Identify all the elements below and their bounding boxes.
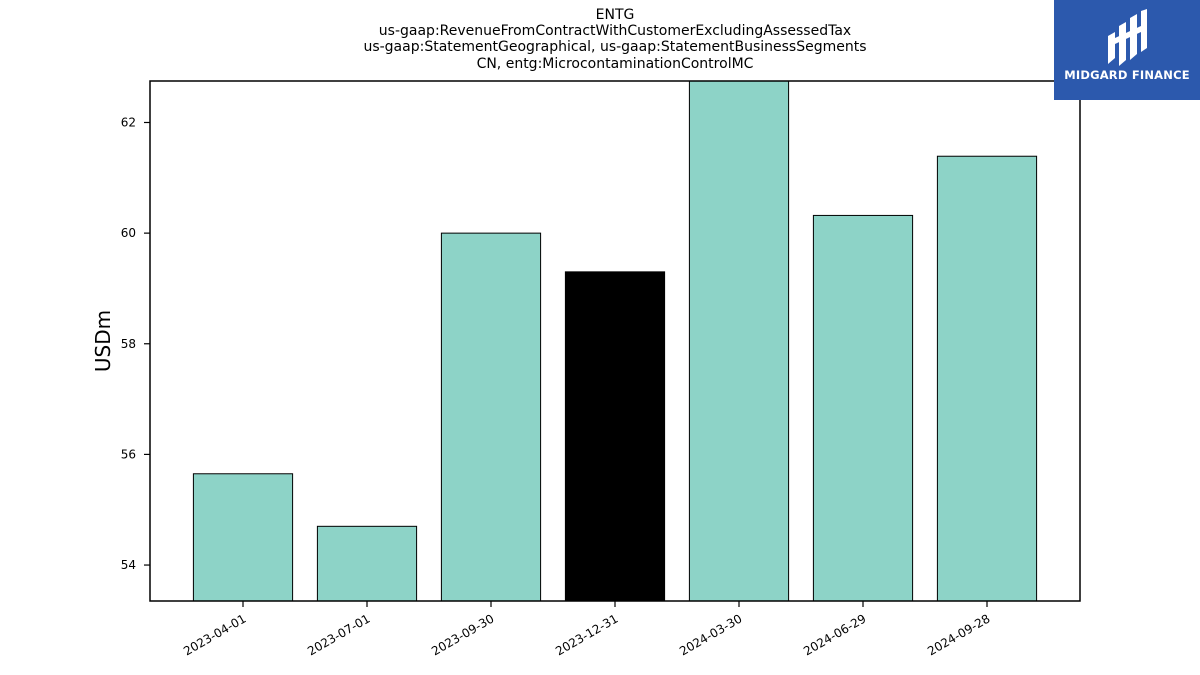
x-tick-label-2023-04-01: 2023-04-01: [181, 611, 248, 658]
y-axis-label: USDm: [91, 310, 115, 372]
y-tick-label-62: 62: [121, 115, 136, 129]
midgard-m-logo-icon: [1108, 9, 1147, 66]
x-tick-label-2023-09-30: 2023-09-30: [429, 611, 496, 658]
bar-2023-04-01: [192, 473, 294, 602]
x-tick-label-2024-06-29: 2024-06-29: [801, 611, 868, 658]
bar-2024-09-28: [936, 155, 1038, 602]
x-tick-label-2023-07-01: 2023-07-01: [305, 611, 372, 658]
y-tick-label-54: 54: [121, 558, 136, 572]
x-tick-label-2023-12-31: 2023-12-31: [553, 611, 620, 658]
midgard-finance-logo: MIDGARD FINANCE: [1054, 0, 1200, 100]
bar-2024-03-30: [688, 80, 790, 602]
chart-title-line-2: us-gaap:RevenueFromContractWithCustomerE…: [378, 23, 852, 39]
y-tick-label-58: 58: [121, 337, 136, 351]
y-tick-label-56: 56: [121, 447, 136, 461]
chart-title-line-3: us-gaap:StatementGeographical, us-gaap:S…: [363, 39, 867, 55]
logo-text: MIDGARD FINANCE: [1064, 68, 1190, 82]
bar-2023-12-31: [564, 271, 666, 602]
x-tick-label-2024-09-28: 2024-09-28: [925, 611, 992, 658]
y-tick-label-60: 60: [121, 226, 136, 240]
chart-title-line-1: ENTG: [595, 7, 635, 23]
x-tick-label-2024-03-30: 2024-03-30: [677, 611, 744, 658]
bar-2024-06-29: [812, 214, 914, 602]
bar-2023-09-30: [440, 232, 542, 602]
bar-2023-07-01: [316, 525, 418, 602]
chart-title-line-4: CN, entg:MicrocontaminationControlMC: [476, 56, 754, 72]
